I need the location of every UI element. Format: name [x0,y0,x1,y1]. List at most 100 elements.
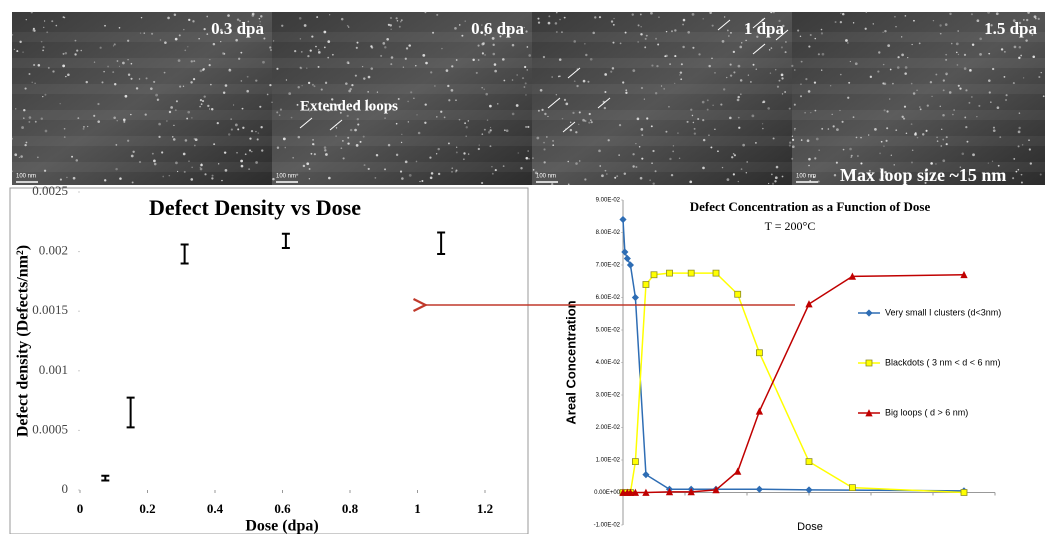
speck [34,120,37,123]
speck [511,79,514,81]
point [960,270,968,279]
speck [880,140,883,143]
speck [170,106,173,109]
speck [301,85,303,87]
speck [432,31,435,34]
speck [299,38,302,40]
speck [770,47,773,49]
speck [425,61,428,65]
speck [168,110,172,114]
speck [849,147,852,151]
speck [11,33,14,36]
speck [911,43,913,46]
speck [494,169,497,172]
band [532,136,792,146]
speck [1021,144,1024,146]
point [734,467,742,475]
speck [1020,181,1023,184]
speck [636,117,640,121]
speck [781,77,784,80]
speck [424,103,427,106]
speck [173,13,177,17]
speck [525,125,528,128]
speck [276,111,279,114]
speck [361,66,364,68]
speck [682,45,685,49]
speck [573,40,576,43]
speck [849,60,851,63]
speck [833,174,837,177]
speck [398,25,401,28]
speck [276,146,280,149]
speck [463,152,466,155]
speck [1020,54,1023,57]
speck [127,139,130,142]
speck [635,166,638,169]
speck [818,149,820,151]
speck [976,19,980,23]
speck [742,143,746,147]
speck [706,99,709,102]
speck [455,169,458,172]
speck [489,129,492,132]
speck [266,93,269,96]
speck [323,46,326,49]
speck [738,126,741,129]
speck [726,76,728,79]
speck [1028,29,1031,31]
point [631,293,639,302]
speck [281,24,284,27]
speck [461,34,464,37]
speck [702,18,704,20]
speck [804,111,806,114]
speck [821,69,823,71]
speck [294,50,297,53]
speck [464,122,467,125]
speck [175,161,178,165]
speck [112,45,115,47]
speck [555,30,558,33]
speck [113,82,117,86]
speck [194,144,196,147]
band [12,162,272,172]
speck [478,144,480,146]
speck [740,42,743,44]
band [792,136,1045,146]
speck [565,102,569,106]
speck [435,153,438,155]
speck [774,176,778,180]
speck [919,106,921,108]
speck [935,163,937,165]
speck [551,76,553,78]
speck [772,137,775,140]
speck [784,51,787,54]
speck [199,69,203,73]
speck [316,16,319,18]
speck [127,39,130,42]
speck [395,153,399,157]
speck [481,133,484,135]
speck [942,159,946,163]
speck [401,177,404,180]
speck [187,46,189,48]
band [532,110,792,120]
speck [674,55,677,58]
point [687,269,695,277]
speck [464,20,466,22]
micrograph-label: 1 dpa [744,19,785,38]
speck [921,133,925,136]
speck [644,37,647,40]
speck [241,107,244,110]
speck [249,137,252,140]
speck [543,161,546,164]
speck [1026,18,1029,22]
speck [969,69,972,72]
speck [370,45,373,48]
speck [370,67,374,70]
speck [174,109,177,112]
speck [52,70,55,73]
left-panel [9,187,529,534]
speck [551,182,554,186]
speck [356,41,359,44]
